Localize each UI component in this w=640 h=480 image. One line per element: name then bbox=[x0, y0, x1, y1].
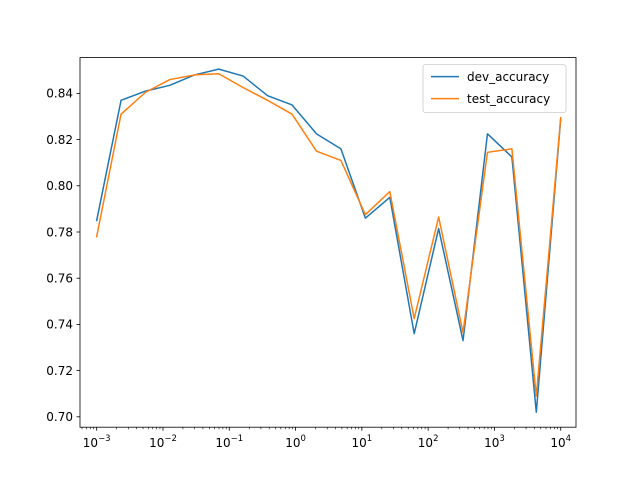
y-tick-label: 0.78 bbox=[46, 225, 73, 239]
y-tick-label: 0.82 bbox=[46, 133, 73, 147]
axes-frame bbox=[79, 57, 577, 428]
x-tick-label: 10−3 bbox=[83, 434, 111, 450]
x-tick-label: 103 bbox=[484, 434, 505, 450]
y-tick-label: 0.74 bbox=[46, 318, 73, 332]
y-tick-label: 0.84 bbox=[46, 87, 73, 101]
y-tick-label: 0.76 bbox=[46, 272, 73, 286]
x-tick-label: 10−1 bbox=[215, 434, 243, 450]
series-line-test-accuracy bbox=[95, 73, 562, 397]
x-tick-label: 102 bbox=[418, 434, 439, 450]
legend-label: dev_accuracy bbox=[467, 70, 549, 84]
legend: dev_accuracy test_accuracy bbox=[422, 64, 567, 113]
plot-area bbox=[80, 57, 576, 428]
x-tick-label: 10−2 bbox=[149, 434, 177, 450]
x-tick-label: 100 bbox=[285, 434, 306, 450]
x-tick-label: 101 bbox=[352, 434, 373, 450]
series-line-dev-accuracy bbox=[95, 68, 562, 413]
series-layer bbox=[95, 68, 562, 413]
y-axis: 0.70 0.72 0.74 0.76 0.78 0.80 0.82 0.84 bbox=[46, 87, 80, 424]
x-tick-label: 104 bbox=[550, 434, 571, 450]
plot-frame bbox=[79, 57, 577, 428]
y-tick-label: 0.72 bbox=[46, 364, 73, 378]
y-tick-label: 0.80 bbox=[46, 179, 73, 193]
x-axis: 10−3 10−2 10−1 100 101 102 103 104 bbox=[81, 427, 571, 450]
legend-label: test_accuracy bbox=[467, 92, 550, 106]
y-tick-label: 0.70 bbox=[46, 410, 73, 424]
